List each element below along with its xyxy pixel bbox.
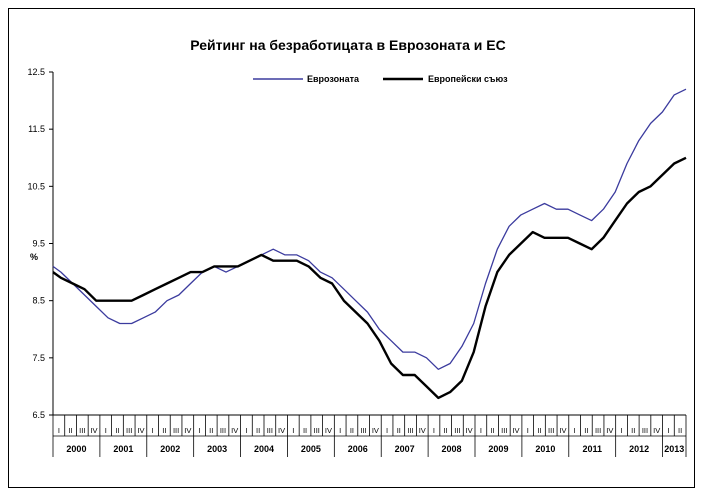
x-quarter-label: III: [314, 426, 320, 435]
x-quarter-label: III: [173, 426, 179, 435]
x-axis-period-table: I II III IV I II III IV I II III IV I II III IV I II III IV…: [52, 415, 687, 457]
x-year-label: 2009: [488, 444, 508, 454]
x-quarter-label: IV: [466, 426, 473, 435]
x-quarter-label: II: [584, 426, 588, 435]
x-quarter-label: III: [548, 426, 554, 435]
x-quarter-label: I: [527, 426, 529, 435]
y-tick-label: 6.5: [32, 410, 45, 420]
y-axis-ticks: 12.5 11.5 10.5 9.5 8.5 7.5 6.5: [27, 67, 53, 420]
x-year-label: 2011: [582, 444, 602, 454]
x-year-label: 2006: [348, 444, 368, 454]
legend-label-eu: Европейски съюз: [428, 74, 508, 84]
x-quarter-label: II: [68, 426, 72, 435]
x-quarter-label: IV: [184, 426, 191, 435]
x-quarter-label: I: [339, 426, 341, 435]
series-line-eu: [52, 156, 687, 400]
x-year-label: 2008: [442, 444, 462, 454]
x-quarter-label: IV: [137, 426, 144, 435]
x-quarter-label: II: [631, 426, 635, 435]
legend: Еврозоната Европейски съюз: [253, 74, 508, 84]
y-axis-unit-label: %: [30, 252, 38, 262]
x-year-label: 2002: [160, 444, 180, 454]
x-quarter-label: IV: [559, 426, 566, 435]
x-quarter-label: III: [361, 426, 367, 435]
x-quarter-label: II: [162, 426, 166, 435]
x-quarter-label: IV: [90, 426, 97, 435]
series-line-eurozone: [52, 88, 687, 370]
x-quarter-label: III: [267, 426, 273, 435]
x-quarter-label: II: [256, 426, 260, 435]
x-quarter-label: IV: [278, 426, 285, 435]
x-year-label: 2012: [629, 444, 649, 454]
x-quarter-label: I: [667, 426, 669, 435]
x-quarter-label: IV: [419, 426, 426, 435]
x-quarter-label: I: [480, 426, 482, 435]
x-quarter-label: I: [386, 426, 388, 435]
x-year-label: 2005: [301, 444, 321, 454]
y-tick-label: 11.5: [28, 124, 45, 134]
x-quarter-label: II: [209, 426, 213, 435]
x-quarter-label: III: [595, 426, 601, 435]
x-year-label: 2007: [395, 444, 415, 454]
y-tick-label: 12.5: [27, 67, 45, 77]
x-quarter-label: II: [444, 426, 448, 435]
legend-label-eurozone: Еврозоната: [307, 74, 360, 84]
x-quarter-label: III: [79, 426, 85, 435]
x-quarter-label: IV: [372, 426, 379, 435]
y-tick-label: 7.5: [32, 353, 45, 363]
x-quarter-label: II: [678, 426, 682, 435]
x-quarter-label: I: [245, 426, 247, 435]
x-year-label: 2001: [113, 444, 133, 454]
x-quarter-label: IV: [231, 426, 238, 435]
series-lines: [52, 88, 687, 400]
y-tick-label: 9.5: [32, 239, 45, 249]
x-quarter-label: I: [58, 426, 60, 435]
chart-title: Рейтинг на безработицата в Еврозоната и …: [190, 37, 506, 53]
x-quarter-label: III: [501, 426, 507, 435]
x-quarter-label: III: [220, 426, 226, 435]
x-quarter-label: II: [537, 426, 541, 435]
x-quarter-label: I: [105, 426, 107, 435]
x-quarter-label: I: [574, 426, 576, 435]
x-quarter-label: II: [490, 426, 494, 435]
x-quarter-label: III: [126, 426, 132, 435]
x-quarter-label: III: [407, 426, 413, 435]
x-quarter-label: IV: [606, 426, 613, 435]
x-quarter-label: III: [642, 426, 648, 435]
x-quarter-label: II: [397, 426, 401, 435]
x-quarter-label: IV: [325, 426, 332, 435]
chart-frame: [8, 8, 695, 488]
x-quarter-label: I: [152, 426, 154, 435]
y-tick-label: 8.5: [32, 296, 45, 306]
x-quarter-label: II: [303, 426, 307, 435]
x-quarter-label: I: [433, 426, 435, 435]
x-year-label: 2003: [207, 444, 227, 454]
x-year-label: 2000: [66, 444, 86, 454]
x-quarter-label: IV: [512, 426, 519, 435]
x-quarter-label: I: [292, 426, 294, 435]
x-quarter-label: II: [350, 426, 354, 435]
x-year-label: 2013: [664, 444, 684, 454]
x-quarter-label: IV: [653, 426, 660, 435]
x-quarter-label: II: [115, 426, 119, 435]
x-quarter-label: I: [198, 426, 200, 435]
x-quarter-label: III: [454, 426, 460, 435]
y-tick-label: 10.5: [27, 181, 45, 191]
x-year-label: 2004: [254, 444, 274, 454]
x-quarter-label: I: [620, 426, 622, 435]
x-year-label: 2010: [535, 444, 555, 454]
